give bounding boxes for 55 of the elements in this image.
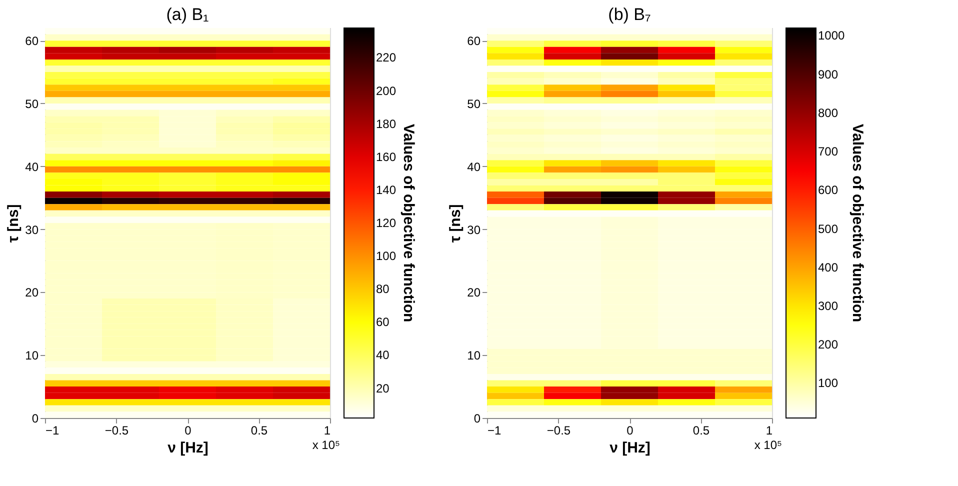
color-bar-label: 160 — [376, 150, 396, 164]
y-tick-label: 40 — [25, 160, 39, 174]
text: x 10⁵ — [754, 438, 782, 452]
y-tick-label: 10 — [25, 348, 39, 363]
color-bar-label: 220 — [376, 50, 396, 65]
y-tick-label: 60 — [25, 34, 39, 48]
x-tick-label: −1 — [46, 424, 60, 438]
x-tick-label: 1 — [766, 424, 773, 438]
color-bar-label: 700 — [818, 144, 838, 159]
x-tick-label: 0.5 — [250, 424, 268, 438]
color-bar-label: 120 — [376, 216, 396, 230]
y-tick-label: 50 — [25, 96, 39, 111]
y-tick-label: 20 — [467, 286, 481, 300]
color-bar-title: Values of objective function — [400, 124, 417, 322]
y-tick-label: 10 — [467, 348, 481, 363]
color-bar-title: Values of objective function — [849, 124, 866, 322]
color-bar-label: 180 — [376, 116, 396, 131]
y-tick-label: 60 — [467, 34, 481, 48]
y-tick-label: 20 — [25, 286, 39, 300]
y-axis-title: τ [ns] — [447, 204, 464, 243]
x-axis-title: ν [Hz] — [168, 440, 208, 456]
x-tick-label: 0 — [626, 424, 634, 438]
y-tick-label: 0 — [474, 412, 481, 426]
chart-title: (a) B₁ — [166, 5, 210, 24]
y-tick-label: 30 — [25, 222, 39, 237]
color-bar-label: 1000 — [818, 28, 846, 43]
y-tick-label: 0 — [32, 412, 39, 426]
chart-title: (b) B₇ — [608, 5, 651, 24]
color-bar-label: 300 — [818, 299, 838, 314]
color-bar-label: 600 — [818, 183, 838, 198]
x-tick-label: 1 — [324, 424, 331, 438]
color-bar-label: 100 — [376, 249, 396, 264]
color-bar-label: 200 — [818, 338, 838, 352]
color-bar-label: 200 — [376, 84, 396, 98]
y-tick-label: 40 — [467, 160, 481, 174]
y-tick-label: 50 — [467, 96, 481, 111]
color-bar-label: 900 — [818, 67, 838, 82]
x-tick-label: 0.5 — [692, 424, 710, 438]
color-bar-label: 500 — [818, 222, 838, 236]
color-bar-label: 140 — [376, 182, 396, 197]
text: x 10⁵ — [312, 438, 340, 452]
x-tick-label: −0.5 — [104, 424, 129, 438]
y-axis-title: τ [ns] — [5, 204, 22, 243]
x-tick-label: 0 — [184, 424, 192, 438]
color-bar-label: 60 — [376, 315, 390, 330]
color-bar-label: 40 — [376, 348, 390, 362]
x-axis-title: ν [Hz] — [610, 440, 650, 456]
x-tick-label: −0.5 — [546, 424, 571, 438]
color-bar-label: 400 — [818, 260, 838, 274]
x-tick-label: −1 — [488, 424, 502, 438]
color-bar-label: 80 — [376, 282, 390, 296]
color-bar-label: 100 — [818, 376, 838, 390]
color-bar-label: 20 — [376, 381, 390, 396]
color-bar-label: 800 — [818, 106, 838, 120]
y-tick-label: 30 — [467, 222, 481, 237]
